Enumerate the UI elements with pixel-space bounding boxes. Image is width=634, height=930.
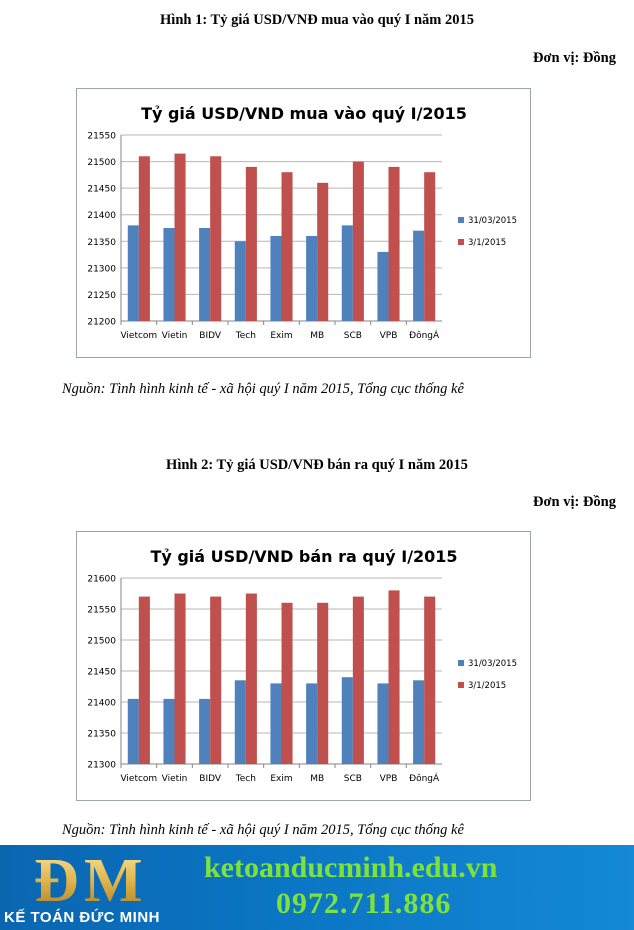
bar-series2 (138, 156, 150, 321)
y-tick-label: 21450 (87, 668, 116, 678)
bar-series1 (127, 698, 139, 764)
y-tick-label: 21350 (87, 730, 116, 740)
y-tick-label: 21350 (87, 238, 116, 248)
bar-series1 (341, 677, 353, 764)
bar-series1 (127, 225, 139, 321)
y-tick-label: 21400 (87, 699, 116, 709)
y-tick-label: 21450 (87, 185, 116, 195)
x-tick-label: SCB (344, 331, 362, 341)
bar-series1 (377, 251, 389, 321)
y-tick-label: 21500 (87, 637, 116, 647)
bar-series2 (352, 161, 364, 321)
figure2-unit: Đơn vị: Đồng (533, 494, 616, 510)
x-tick-label: Tech (235, 331, 256, 341)
site-url-link[interactable]: ketoanducminh.edu.vn (204, 851, 498, 884)
bar-series2 (245, 166, 257, 321)
bar-series2 (317, 602, 329, 764)
x-tick-label: Exim (270, 774, 292, 784)
legend-label: 31/03/2015 (468, 216, 517, 226)
legend-swatch (458, 682, 464, 688)
logo-dm-icon: Đ M (34, 847, 143, 909)
figure2-source: Nguồn: Tình hình kinh tế - xã hội quý I … (62, 822, 464, 838)
y-tick-label: 21600 (87, 575, 116, 585)
bar-series1 (199, 228, 211, 321)
bar-series1 (306, 683, 318, 764)
legend-label: 31/03/2015 (468, 659, 517, 669)
y-tick-label: 21300 (87, 761, 116, 771)
y-tick-label: 21300 (87, 264, 116, 274)
figure1-unit: Đơn vị: Đồng (533, 50, 616, 66)
bar-series2 (174, 153, 186, 321)
x-tick-label: BIDV (199, 331, 222, 341)
legend-label: 3/1/2015 (468, 681, 506, 691)
bar-series1 (341, 225, 353, 321)
x-tick-label: VPB (380, 331, 398, 341)
bar-series2 (174, 593, 186, 764)
y-tick-label: 21550 (87, 606, 116, 616)
figure2-caption: Hình 2: Tỷ giá USD/VNĐ bán ra quý I năm … (166, 457, 468, 473)
x-tick-label: MB (310, 331, 324, 341)
bar-series1 (199, 698, 211, 764)
figure1-caption: Hình 1: Tỷ giá USD/VNĐ mua vào quý I năm… (160, 12, 474, 28)
bar-series2 (210, 596, 222, 764)
bar-series1 (377, 683, 389, 764)
bar-series2 (281, 172, 293, 321)
bar-series1 (270, 235, 282, 321)
x-tick-label: BIDV (199, 774, 222, 784)
legend-swatch (458, 660, 464, 666)
chart1-frame: Tỷ giá USD/VND mua vào quý I/2015 21200 21… (76, 88, 531, 358)
bar-series1 (163, 698, 175, 764)
x-tick-label: MB (310, 774, 324, 784)
svg-text:Đ: Đ (34, 847, 79, 909)
legend-label: 3/1/2015 (468, 238, 506, 248)
bar-series2 (424, 172, 436, 321)
bar-series1 (306, 235, 318, 321)
bar-series1 (413, 680, 425, 764)
bar-series2 (281, 602, 293, 764)
bar-series2 (424, 596, 436, 764)
chart-title: Tỷ giá USD/VND bán ra quý I/2015 (150, 547, 457, 566)
chart2-frame: Tỷ giá USD/VND bán ra quý I/2015 21300 213… (76, 531, 531, 801)
y-tick-label: 21500 (87, 158, 116, 168)
phone-number: 0972.711.886 (276, 887, 452, 920)
y-tick-label: 21400 (87, 211, 116, 221)
bar-series1 (234, 680, 246, 764)
x-tick-label: SCB (344, 774, 362, 784)
logo-text: KẾ TOÁN ĐỨC MINH (4, 909, 161, 926)
bar-series2 (388, 590, 400, 764)
svg-text:M: M (84, 847, 143, 909)
bar-series1 (270, 683, 282, 764)
chart2: Tỷ giá USD/VND bán ra quý I/2015 21300 213… (87, 547, 517, 784)
x-tick-label: Vietcom (120, 774, 157, 784)
y-tick-label: 21250 (87, 291, 116, 301)
footer-banner: Đ M KẾ TOÁN ĐỨC MINH ketoanducminh.edu.v… (0, 845, 634, 930)
x-tick-label: Vietin (162, 774, 188, 784)
bar-series2 (210, 156, 222, 321)
x-tick-label: Vietin (162, 331, 188, 341)
y-tick-label: 21200 (87, 318, 116, 328)
bar-series2 (245, 593, 257, 764)
bar-series1 (413, 230, 425, 321)
chart-title: Tỷ giá USD/VND mua vào quý I/2015 (141, 104, 467, 123)
bar-series1 (163, 228, 175, 321)
bar-series2 (388, 166, 400, 321)
bar-series2 (352, 596, 364, 764)
bar-series2 (138, 596, 150, 764)
bar-series2 (317, 182, 329, 321)
bar-series1 (234, 241, 246, 321)
chart1: Tỷ giá USD/VND mua vào quý I/2015 21200 21… (87, 104, 517, 341)
x-tick-label: ĐôngÁ (409, 772, 440, 784)
y-tick-label: 21550 (87, 132, 116, 142)
legend-swatch (458, 239, 464, 245)
x-tick-label: Exim (270, 331, 292, 341)
x-tick-label: Tech (235, 774, 256, 784)
x-tick-label: ĐôngÁ (409, 329, 440, 341)
legend-swatch (458, 217, 464, 223)
x-tick-label: VPB (380, 774, 398, 784)
figure1-source: Nguồn: Tình hình kinh tế - xã hội quý I … (62, 381, 464, 397)
x-tick-label: Vietcom (120, 331, 157, 341)
